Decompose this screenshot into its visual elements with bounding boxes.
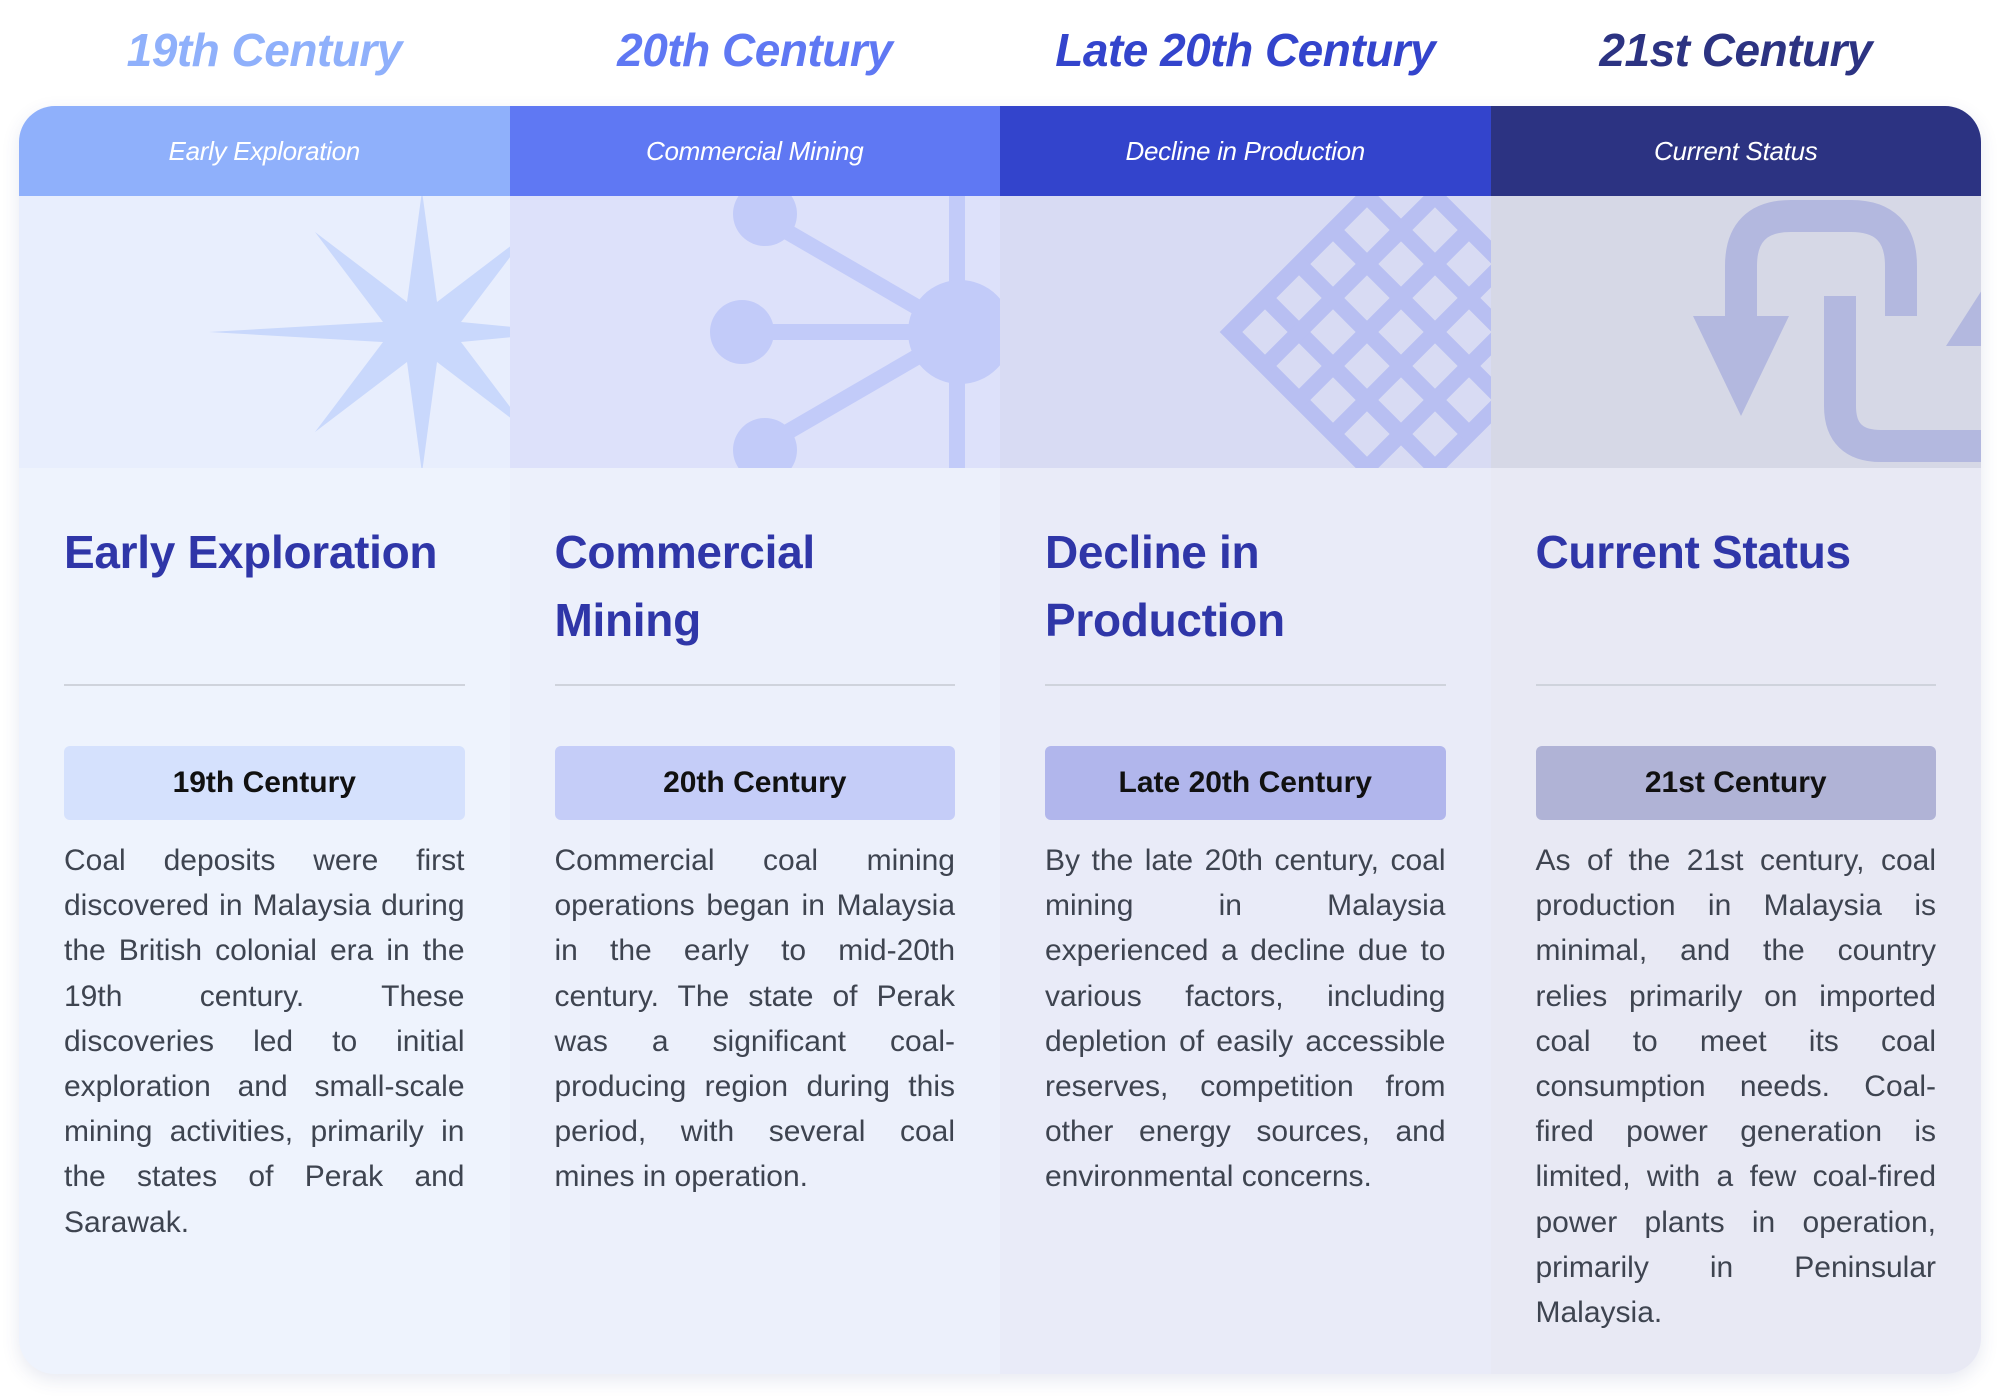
column-header: Current Status [1490,106,1981,196]
divider [1045,684,1446,686]
divider [554,684,955,686]
network-hub-icon [709,196,1000,468]
era-badge: 20th Century [554,746,955,820]
era-title-2: Late 20th Century [1055,24,1436,76]
era-title-3: 21st Century [1599,24,1873,76]
era-headings: 19th Century 20th Century Late 20th Cent… [19,14,1981,86]
step-description: Commercial coal mining operations began … [554,844,956,1194]
column-header: Commercial Mining [509,106,1000,196]
column-header: Early Exploration [19,106,510,196]
divider [1535,684,1936,686]
era-badge: 19th Century [64,746,465,820]
timeline-column: Decline in Production Decline in Product… [1000,106,1491,1374]
era-badge: 21st Century [1535,746,1936,820]
column-illustration [509,196,1000,468]
column-illustration [1000,196,1491,468]
step-description: Coal deposits were first discovered in M… [64,844,465,1239]
timeline-panel: Early Exploration Early Exploration 19th… [19,106,1981,1374]
step-title: Current Status [1535,526,1852,578]
step-description: By the late 20th century, coal mining in… [1045,844,1446,1194]
step-title: Decline in Production [1045,526,1285,646]
timeline-column: Commercial Mining Commercial Mining [509,106,1000,1374]
era-badge: Late 20th Century [1045,746,1446,820]
era-title-0: 19th Century [126,24,403,76]
timeline-column: Current Status Current Status 21st Centu… [1490,106,1981,1374]
column-illustration [19,196,510,468]
column-illustration [1490,196,1981,468]
timeline-column: Early Exploration Early Exploration 19th… [19,106,510,1374]
era-title-1: 20th Century [617,24,893,76]
step-title: Commercial Mining [554,526,816,646]
step-title: Early Exploration [64,526,438,578]
step-description: As of the 21st century, coal production … [1535,844,1937,1330]
column-header: Decline in Production [1000,106,1491,196]
star-burst-icon [209,196,510,468]
grid-lattice-icon [1219,196,1491,468]
loop-arrow-icon [1692,200,1981,462]
divider [64,684,465,686]
